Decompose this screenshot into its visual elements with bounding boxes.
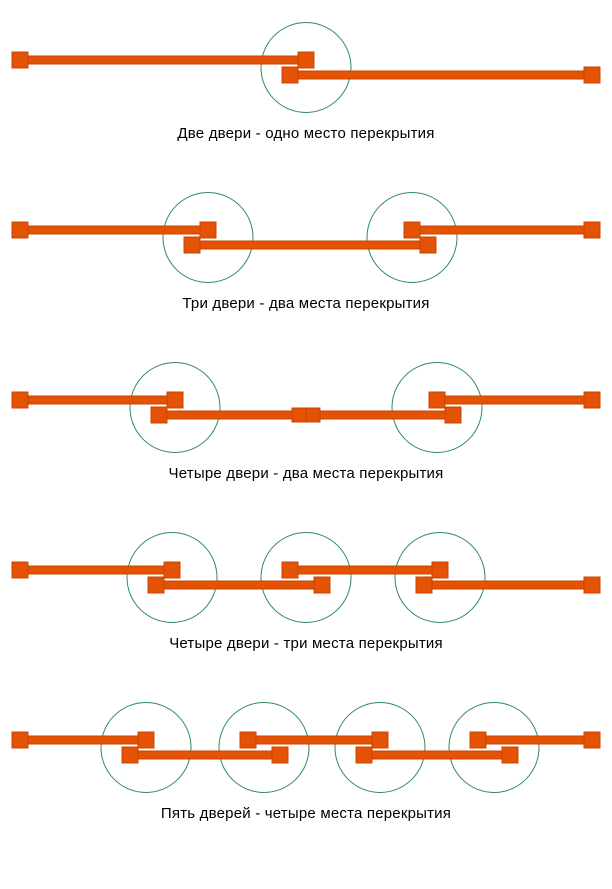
door-endcap	[12, 222, 28, 238]
door-endcap	[416, 577, 432, 593]
diagram-caption: Четыре двери - два места перекрытия	[0, 465, 612, 482]
diagram-s2: Три двери - два места перекрытия	[0, 175, 612, 345]
door-endcap	[372, 732, 388, 748]
door-endcap	[356, 747, 372, 763]
door-endcap	[240, 732, 256, 748]
door-endcap	[167, 392, 183, 408]
door-endcap	[272, 747, 288, 763]
door-endcap	[404, 222, 420, 238]
door-endcap	[282, 67, 298, 83]
door-midcap	[292, 408, 306, 422]
diagram-caption: Пять дверей - четыре места перекрытия	[0, 805, 612, 822]
door-rail	[28, 736, 138, 744]
door-endcap	[584, 577, 600, 593]
door-endcap	[420, 237, 436, 253]
door-endcap	[164, 562, 180, 578]
door-endcap	[122, 747, 138, 763]
door-endcap	[200, 222, 216, 238]
door-midcap	[306, 408, 320, 422]
diagram-caption: Три двери - два места перекрытия	[0, 295, 612, 312]
door-rail	[445, 396, 584, 404]
door-rail	[298, 71, 584, 79]
door-rail	[486, 736, 584, 744]
door-endcap	[12, 732, 28, 748]
door-endcap	[502, 747, 518, 763]
door-endcap	[470, 732, 486, 748]
door-endcap	[314, 577, 330, 593]
diagram-caption: Четыре двери - три места перекрытия	[0, 635, 612, 652]
door-rail	[420, 226, 584, 234]
door-rail	[372, 751, 502, 759]
door-endcap	[12, 562, 28, 578]
door-endcap	[584, 732, 600, 748]
door-rail	[28, 396, 167, 404]
door-rail	[138, 751, 272, 759]
door-rail	[164, 581, 314, 589]
diagram-s3: Четыре двери - два места перекрытия	[0, 345, 612, 515]
door-endcap	[148, 577, 164, 593]
door-rail	[200, 241, 420, 249]
door-rail	[256, 736, 372, 744]
door-endcap	[184, 237, 200, 253]
diagram-s1: Две двери - одно место перекрытия	[0, 5, 612, 175]
overlap-circle	[449, 703, 539, 793]
door-endcap	[298, 52, 314, 68]
door-endcap	[432, 562, 448, 578]
diagram-s4: Четыре двери - три места перекрытия	[0, 515, 612, 685]
door-endcap	[584, 222, 600, 238]
diagram-caption: Две двери - одно место перекрытия	[0, 125, 612, 142]
door-rail	[28, 56, 298, 64]
door-endcap	[584, 392, 600, 408]
door-endcap	[138, 732, 154, 748]
door-rail	[432, 581, 584, 589]
door-rail	[28, 566, 164, 574]
door-endcap	[12, 52, 28, 68]
door-rail	[298, 566, 432, 574]
door-endcap	[584, 67, 600, 83]
overlap-circle	[219, 703, 309, 793]
overlap-circle	[261, 533, 351, 623]
door-endcap	[12, 392, 28, 408]
door-endcap	[445, 407, 461, 423]
door-rail	[28, 226, 200, 234]
door-endcap	[429, 392, 445, 408]
diagram-s5: Пять дверей - четыре места перекрытия	[0, 685, 612, 855]
door-endcap	[151, 407, 167, 423]
door-endcap	[282, 562, 298, 578]
